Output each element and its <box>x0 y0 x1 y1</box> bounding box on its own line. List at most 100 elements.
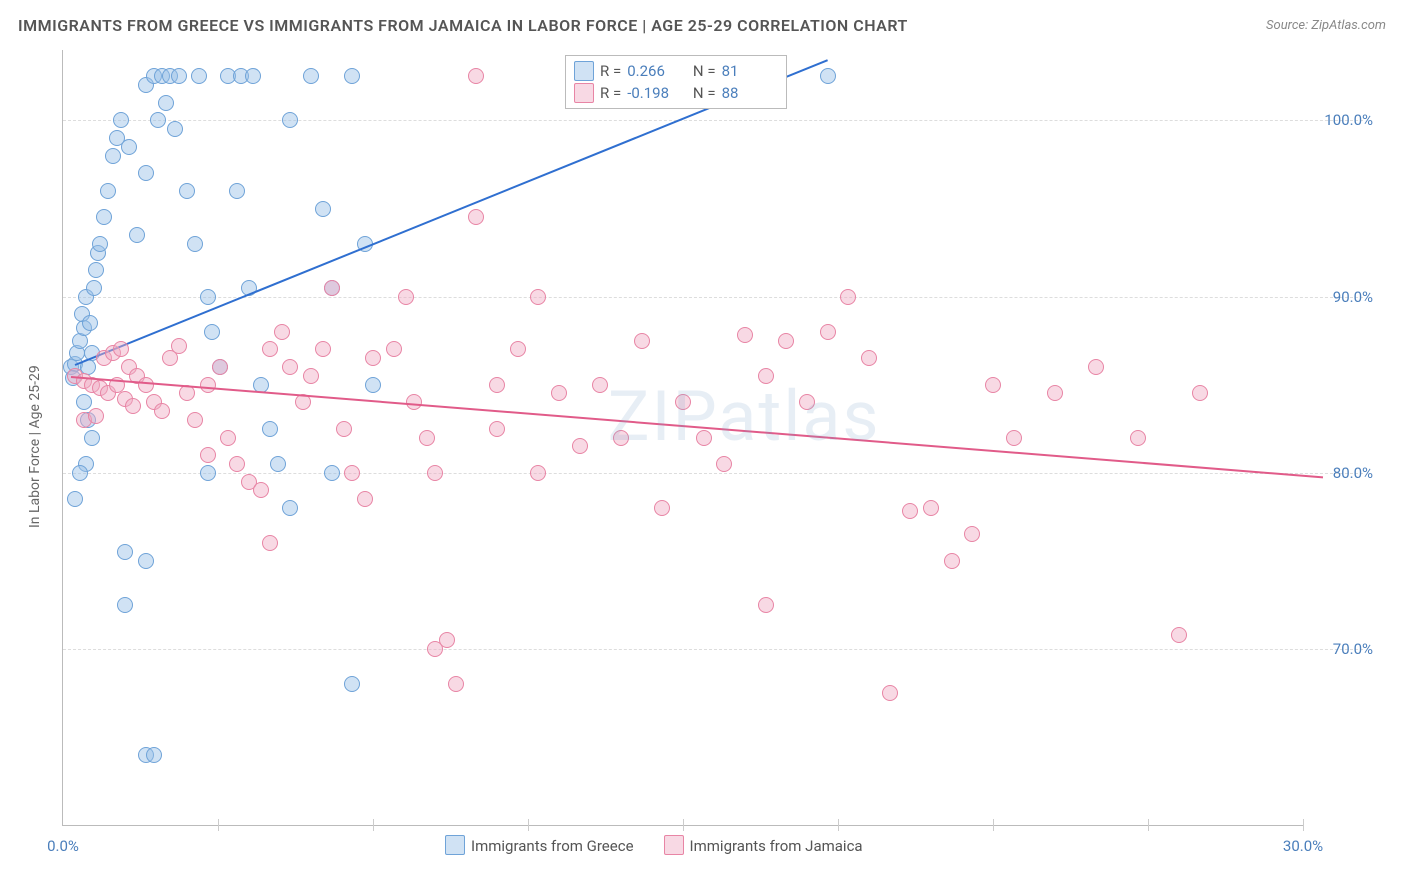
data-point-greece <box>105 148 121 164</box>
legend-item-greece: Immigrants from Greece <box>445 835 634 855</box>
y-axis-title: In Labor Force | Age 25-29 <box>27 365 43 528</box>
data-point-jamaica <box>262 535 278 551</box>
data-point-jamaica <box>427 465 443 481</box>
corr-r-value: 0.266 <box>627 60 683 82</box>
data-point-jamaica <box>125 398 141 414</box>
data-point-greece <box>187 236 203 252</box>
legend-swatch-greece <box>445 835 465 855</box>
header: IMMIGRANTS FROM GREECE VS IMMIGRANTS FRO… <box>18 10 1386 40</box>
data-point-jamaica <box>1047 385 1063 401</box>
legend-swatch-jamaica <box>664 835 684 855</box>
data-point-greece <box>117 597 133 613</box>
corr-row-greece: R =0.266 N =81 <box>574 60 778 82</box>
correlation-legend: R =0.266 N =81R =-0.198 N =88 <box>565 55 787 109</box>
data-point-jamaica <box>1192 385 1208 401</box>
data-point-jamaica <box>758 597 774 613</box>
data-point-greece <box>138 553 154 569</box>
x-tick <box>218 819 219 831</box>
data-point-jamaica <box>634 333 650 349</box>
data-point-greece <box>150 112 166 128</box>
data-point-greece <box>67 491 83 507</box>
data-point-greece <box>113 112 129 128</box>
data-point-jamaica <box>489 377 505 393</box>
data-point-greece <box>158 95 174 111</box>
data-point-greece <box>245 68 261 84</box>
data-point-jamaica <box>985 377 1001 393</box>
data-point-jamaica <box>336 421 352 437</box>
corr-n-label: N = <box>689 82 715 104</box>
data-point-greece <box>282 112 298 128</box>
data-point-jamaica <box>778 333 794 349</box>
legend-item-jamaica: Immigrants from Jamaica <box>664 835 863 855</box>
corr-swatch-greece <box>574 61 594 81</box>
data-point-greece <box>129 227 145 243</box>
gridline-h <box>63 297 1363 298</box>
data-point-greece <box>96 209 112 225</box>
data-point-jamaica <box>1130 430 1146 446</box>
corr-row-jamaica: R =-0.198 N =88 <box>574 82 778 104</box>
corr-n-label: N = <box>689 60 715 82</box>
data-point-jamaica <box>253 482 269 498</box>
data-point-greece <box>365 377 381 393</box>
data-point-greece <box>121 139 137 155</box>
data-point-jamaica <box>179 385 195 401</box>
data-point-jamaica <box>799 394 815 410</box>
data-point-jamaica <box>1088 359 1104 375</box>
data-point-jamaica <box>344 465 360 481</box>
data-point-jamaica <box>592 377 608 393</box>
data-point-jamaica <box>88 408 104 424</box>
data-point-greece <box>324 465 340 481</box>
data-point-greece <box>270 456 286 472</box>
data-point-jamaica <box>113 341 129 357</box>
data-point-greece <box>179 183 195 199</box>
x-tick <box>528 819 529 831</box>
data-point-jamaica <box>572 438 588 454</box>
data-point-jamaica <box>468 68 484 84</box>
data-point-jamaica <box>758 368 774 384</box>
data-point-greece <box>138 165 154 181</box>
data-point-jamaica <box>489 421 505 437</box>
data-point-jamaica <box>303 368 319 384</box>
legend-label-greece: Immigrants from Greece <box>471 837 634 855</box>
data-point-greece <box>303 68 319 84</box>
data-point-jamaica <box>654 500 670 516</box>
y-tick-label: 100.0% <box>1313 111 1373 129</box>
x-tick-label: 0.0% <box>47 837 79 855</box>
data-point-greece <box>117 544 133 560</box>
data-point-jamaica <box>1006 430 1022 446</box>
data-point-greece <box>191 68 207 84</box>
data-point-greece <box>100 183 116 199</box>
data-point-greece <box>282 500 298 516</box>
data-point-greece <box>262 421 278 437</box>
data-point-greece <box>229 183 245 199</box>
data-point-jamaica <box>262 341 278 357</box>
data-point-jamaica <box>861 350 877 366</box>
corr-r-label: R = <box>600 60 621 82</box>
data-point-jamaica <box>324 280 340 296</box>
data-point-jamaica <box>737 327 753 343</box>
data-point-greece <box>344 676 360 692</box>
data-point-greece <box>86 280 102 296</box>
data-point-greece <box>92 236 108 252</box>
data-point-jamaica <box>229 456 245 472</box>
data-point-greece <box>200 289 216 305</box>
y-tick-label: 90.0% <box>1313 288 1373 306</box>
data-point-greece <box>820 68 836 84</box>
data-point-greece <box>344 68 360 84</box>
data-point-greece <box>204 324 220 340</box>
x-tick <box>1303 819 1304 831</box>
trend-line-jamaica <box>71 376 1324 478</box>
data-point-greece <box>84 430 100 446</box>
data-point-jamaica <box>212 359 228 375</box>
data-point-jamaica <box>365 350 381 366</box>
data-point-jamaica <box>840 289 856 305</box>
data-point-jamaica <box>675 394 691 410</box>
data-point-jamaica <box>923 500 939 516</box>
corr-r-value: -0.198 <box>627 82 683 104</box>
data-point-jamaica <box>530 465 546 481</box>
legend-label-jamaica: Immigrants from Jamaica <box>690 837 863 855</box>
data-point-jamaica <box>274 324 290 340</box>
data-point-jamaica <box>530 289 546 305</box>
series-legend: Immigrants from Greece Immigrants from Ja… <box>445 835 863 855</box>
data-point-greece <box>146 747 162 763</box>
